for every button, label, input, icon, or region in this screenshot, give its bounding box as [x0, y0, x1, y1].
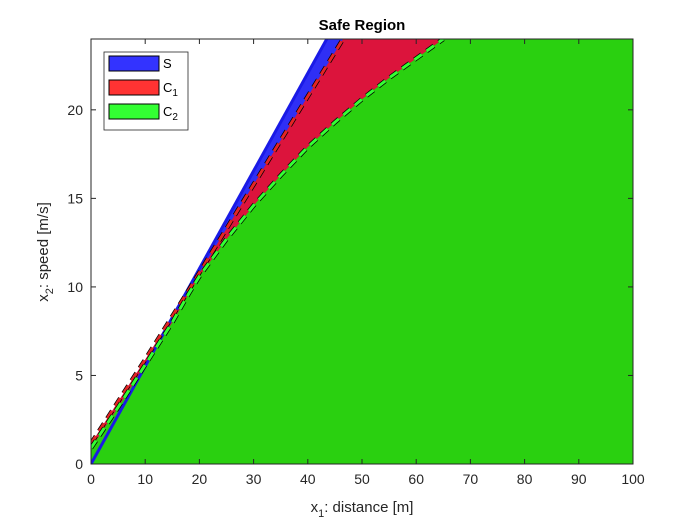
y-label-text: : speed [m/s]: [35, 202, 52, 288]
legend-label-sub: 1: [172, 88, 178, 99]
x-tick-label: 10: [137, 471, 153, 487]
legend-label-s: S: [163, 56, 172, 71]
region-fills: [91, 39, 633, 464]
legend-swatch-s: [108, 55, 160, 72]
y-tick-label: 10: [67, 279, 83, 295]
x-tick-label: 30: [246, 471, 262, 487]
x-label-text: : distance [m]: [324, 499, 413, 516]
x-tick-label: 20: [192, 471, 208, 487]
x-tick-label: 50: [354, 471, 370, 487]
legend-label-main: S: [163, 56, 172, 71]
axes: [90, 38, 634, 465]
y-tick-label: 5: [75, 367, 83, 383]
x-tick-label: 90: [571, 471, 587, 487]
x-label-var: x: [311, 499, 319, 516]
boundary-s: [91, 39, 329, 464]
legend-label-c1: C1: [163, 80, 178, 99]
legend-label-main: C: [163, 80, 172, 95]
legend-label-c2: C2: [163, 104, 178, 123]
x-tick-label: 40: [300, 471, 316, 487]
x-tick-label: 100: [621, 471, 645, 487]
legend-label-main: C: [163, 104, 172, 119]
legend-label-sub: 2: [172, 112, 178, 123]
x-tick-label: 70: [463, 471, 479, 487]
region-boundaries: [91, 39, 445, 464]
x-tick-label: 0: [87, 471, 95, 487]
plot-area: [91, 39, 633, 464]
region-c2: [91, 39, 633, 464]
y-label-var: x: [35, 294, 52, 302]
x-axis-label: x1: distance [m]: [311, 499, 414, 520]
tick-labels: 0 10 20 30 40 50 60 70 80 90 100 0 5 10 15 20: [67, 102, 644, 487]
boundary-c2: [91, 39, 445, 449]
y-tick-label: 20: [67, 102, 83, 118]
y-tick-label: 15: [67, 190, 83, 206]
legend-swatch-c2: [108, 103, 160, 120]
x-label-sub: 1: [318, 508, 324, 520]
x-tick-label: 80: [517, 471, 533, 487]
y-tick-label: 0: [75, 456, 83, 472]
y-label-sub: 2: [44, 288, 56, 294]
x-tick-label: 60: [408, 471, 424, 487]
legend-swatch-c1: [108, 79, 160, 96]
y-axis-label: x2: speed [m/s]: [35, 202, 56, 302]
chart-title: Safe Region: [319, 17, 406, 34]
